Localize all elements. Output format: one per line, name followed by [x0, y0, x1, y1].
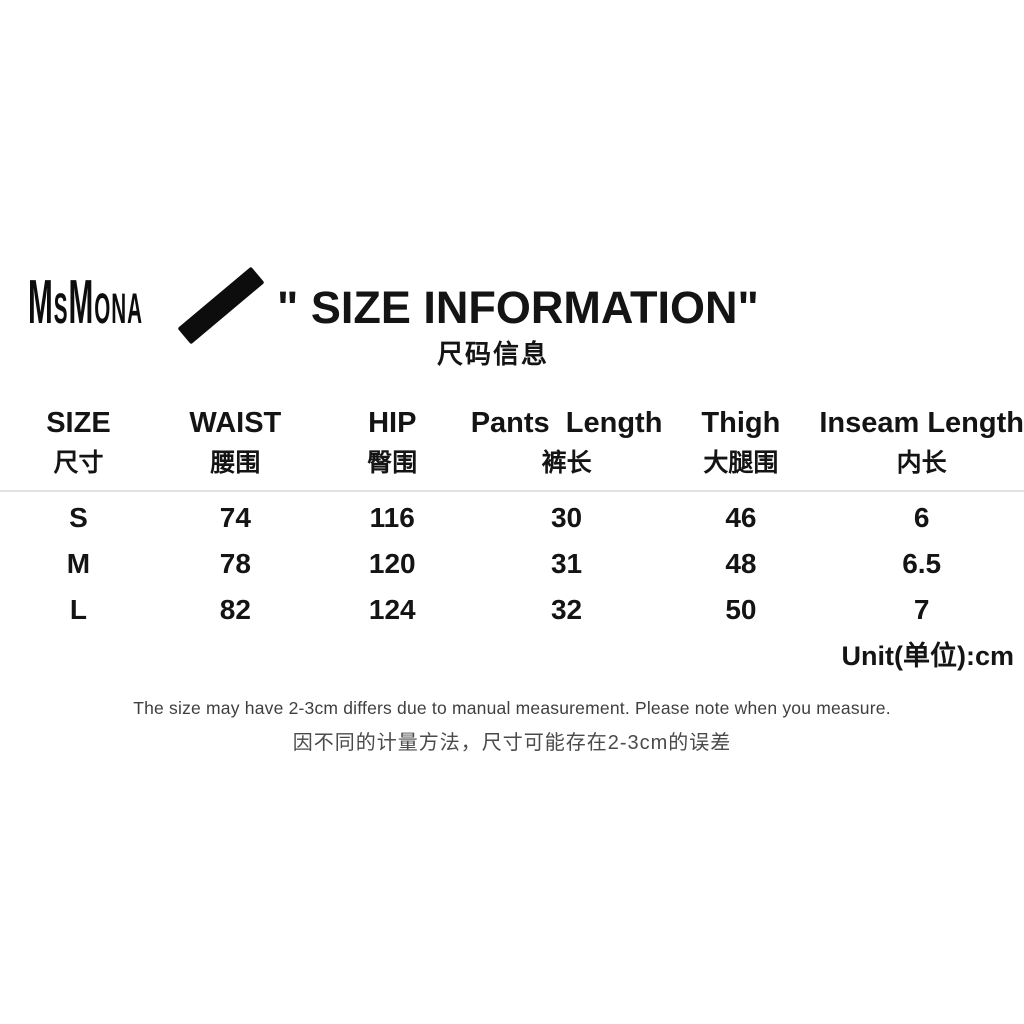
column-header-waist: WAIST	[189, 407, 282, 439]
column-header-hip-zh: 臀围	[367, 449, 418, 477]
size-cell-s: S	[69, 502, 88, 533]
table-cell: 32	[550, 594, 583, 625]
column-header-hip: HIP	[368, 407, 417, 439]
table-cell: 82	[219, 594, 251, 625]
column-header-thigh: Thigh	[701, 407, 781, 439]
header-divider-line	[0, 490, 1024, 492]
table-cell: 6.5	[902, 548, 942, 579]
size-table: SIZE WAIST HIP Pants Length Thigh Inseam…	[0, 400, 1024, 632]
table-cell: 6	[913, 502, 930, 533]
table-cell: 48	[725, 548, 757, 579]
size-cell-m: M	[66, 548, 91, 579]
size-cell-l: L	[69, 594, 87, 625]
table-cell: 120	[368, 548, 416, 579]
page-title: " SIZE INFORMATION"	[277, 282, 759, 333]
column-header-pants-length-zh: 裤长	[541, 449, 592, 477]
column-header-pants-length: Pants Length	[470, 407, 663, 439]
table-cell: 124	[368, 594, 416, 625]
table-cell: 116	[369, 502, 415, 533]
table-cell: 31	[550, 548, 583, 579]
measurement-note-en: The size may have 2-3cm differs due to m…	[133, 698, 891, 718]
table-cell: 7	[913, 594, 930, 625]
unit-label: Unit(单位):cm	[841, 641, 1014, 671]
column-header-size: SIZE	[46, 407, 111, 439]
column-header-inseam-length-zh: 内长	[896, 449, 947, 477]
page-subtitle-zh: 尺码信息	[436, 339, 549, 369]
table-cell: 78	[219, 548, 251, 579]
column-header-inseam-length: Inseam Length	[819, 407, 1024, 439]
diagonal-slash-icon	[177, 266, 265, 345]
table-cell: 30	[550, 502, 583, 533]
table-cell: 74	[219, 502, 251, 533]
brand-logo: MsMona	[28, 268, 143, 337]
table-cell: 46	[725, 502, 757, 533]
column-header-thigh-zh: 大腿围	[703, 449, 779, 477]
measurement-note-zh: 因不同的计量方法，尺寸可能存在2-3cm的误差	[292, 732, 732, 754]
column-header-waist-zh: 腰围	[210, 449, 261, 477]
table-cell: 50	[725, 594, 757, 625]
column-header-size-zh: 尺寸	[53, 449, 104, 477]
